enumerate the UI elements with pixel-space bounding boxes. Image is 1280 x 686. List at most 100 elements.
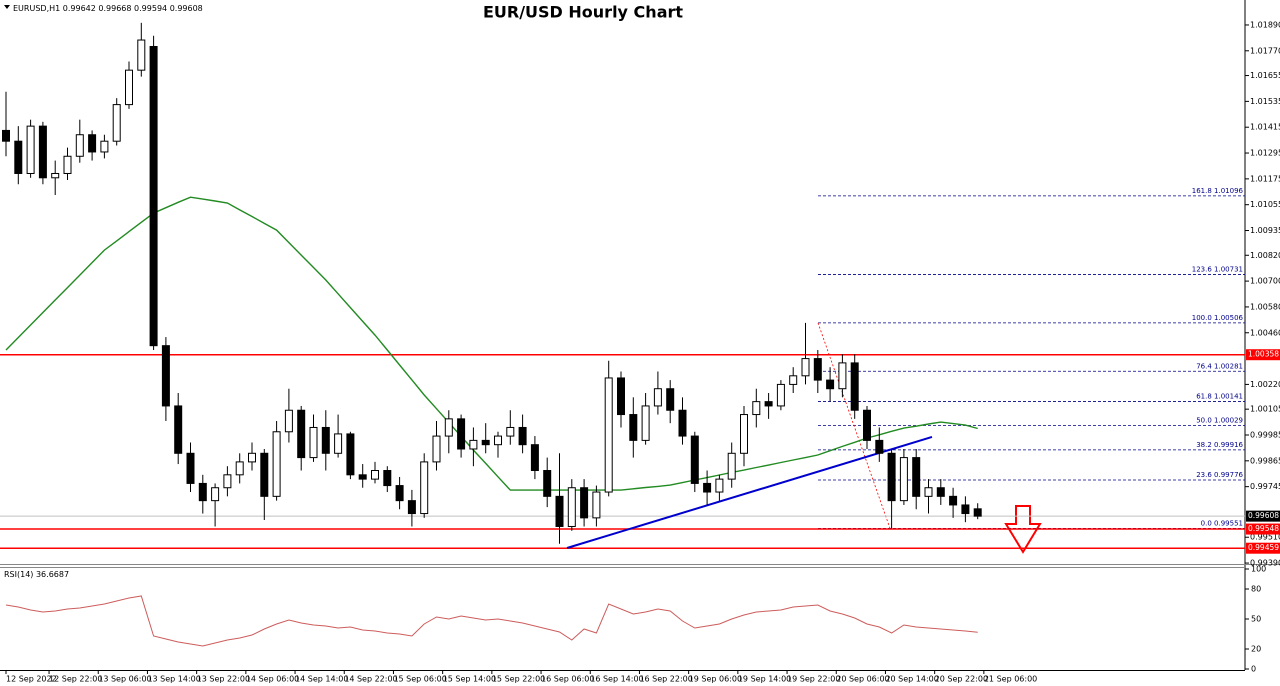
fib-ratio: 0.0 <box>1201 519 1212 527</box>
candle-body <box>740 414 748 454</box>
candle-body <box>653 388 662 407</box>
x-tick-label: 20 Sep 22:00 <box>935 675 988 684</box>
candle-body <box>334 433 343 454</box>
candle-body <box>149 45 158 347</box>
symbol-header: EURUSD,H1 0.99642 0.99668 0.99594 0.9960… <box>13 4 203 13</box>
fib-ratio: 23.6 <box>1196 471 1212 479</box>
candle-body <box>321 426 330 454</box>
y-tick-label: 1.00460 <box>1250 328 1280 337</box>
header-open: 0.99642 <box>63 4 96 13</box>
candle-body <box>38 125 47 179</box>
candle-body <box>383 470 392 487</box>
candle-body <box>161 345 170 407</box>
x-tick-label: 19 Sep 14:00 <box>738 675 791 684</box>
candle-body <box>666 388 675 411</box>
x-tick-label: 21 Sep 06:00 <box>984 675 1037 684</box>
fib-ratio: 161.8 <box>1192 187 1212 195</box>
y-tick-label: 1.01890 <box>1250 20 1280 29</box>
candle-body <box>395 485 404 502</box>
fib-ratio: 123.6 <box>1192 265 1213 273</box>
y-tick-label: 1.00580 <box>1250 302 1280 311</box>
fib-price: 0.99776 <box>1214 471 1243 479</box>
rsi-tick-label: 0 <box>1251 665 1256 674</box>
candle-body <box>912 457 921 497</box>
candle-body <box>26 125 35 174</box>
candle-body <box>506 426 515 437</box>
candle-body <box>567 487 576 527</box>
rsi-line <box>5 595 978 647</box>
x-tick-label: 14 Sep 06:00 <box>246 675 299 684</box>
x-tick-label: 14 Sep 22:00 <box>344 675 397 684</box>
candle-body <box>63 155 72 174</box>
candle-body <box>469 439 478 450</box>
fib-price: 1.01096 <box>1214 187 1243 195</box>
candle-body <box>457 418 466 450</box>
fib-label: 38.2 0.99916 <box>1196 441 1243 449</box>
header-icon <box>4 5 10 9</box>
fib-label: 123.6 1.00731 <box>1192 265 1243 273</box>
candle-body <box>75 134 84 157</box>
candle-body <box>444 418 453 437</box>
y-tick-label: 1.01175 <box>1250 174 1280 183</box>
fib-price: 1.00281 <box>1214 362 1243 370</box>
rsi-last: 36.6687 <box>36 570 69 579</box>
x-tick-label: 19 Sep 06:00 <box>689 675 742 684</box>
y-tick-label: 1.00935 <box>1250 226 1280 235</box>
candle-body <box>2 129 10 142</box>
candle-body <box>580 487 589 519</box>
y-tick-label: 0.99390 <box>1250 559 1280 568</box>
y-tick-label: 1.00220 <box>1250 380 1280 389</box>
y-tick-label: 0.99985 <box>1250 430 1280 439</box>
candle-body <box>198 482 207 502</box>
x-tick-label: 13 Sep 06:00 <box>98 675 151 684</box>
y-tick-label: 1.01055 <box>1250 200 1280 209</box>
y-tick-label: 1.01295 <box>1250 149 1280 158</box>
candle-body <box>617 377 625 416</box>
candle-body <box>309 426 318 459</box>
x-tick-label: 16 Sep 06:00 <box>541 675 594 684</box>
candle-body <box>789 375 798 385</box>
candle-body <box>358 474 367 480</box>
candle-body <box>272 431 281 497</box>
x-tick-label: 16 Sep 22:00 <box>639 675 692 684</box>
candle-body <box>297 409 306 459</box>
candle-body <box>186 452 195 484</box>
fib-ratio: 61.8 <box>1196 392 1212 400</box>
candle-body <box>211 487 220 502</box>
candle-body <box>973 508 982 517</box>
candle-body <box>235 461 244 476</box>
candle-body <box>543 470 552 497</box>
candle-body <box>346 433 355 476</box>
rsi-tick-label: 80 <box>1251 585 1261 594</box>
candle-body <box>629 414 638 441</box>
y-tick-label: 1.01415 <box>1250 123 1280 132</box>
symbol: EURUSD,H1 <box>13 4 60 13</box>
header-high: 0.99668 <box>98 4 131 13</box>
x-tick-label: 13 Sep 14:00 <box>147 675 200 684</box>
y-tick-label: 0.99865 <box>1250 456 1280 465</box>
candle-body <box>14 140 23 174</box>
fib-label: 100.0 1.00506 <box>1192 314 1244 322</box>
rsi-header: RSI(14) 36.6687 <box>4 570 69 579</box>
candle-body <box>530 444 539 472</box>
fib-ratio: 38.2 <box>1196 441 1212 449</box>
candle-body <box>51 172 60 179</box>
fib-label: 0.0 0.99551 <box>1201 519 1243 527</box>
price-tag-label: 0.99548 <box>1248 524 1279 533</box>
fib-price: 0.99551 <box>1214 519 1243 527</box>
price-tag-label: 1.00358 <box>1248 350 1279 359</box>
price-tag-label: 0.99608 <box>1248 511 1279 520</box>
x-tick-label: 20 Sep 06:00 <box>836 675 889 684</box>
x-tick-label: 20 Sep 14:00 <box>885 675 938 684</box>
candle-body <box>592 491 601 519</box>
candle-body <box>924 487 933 497</box>
candle-body <box>432 435 441 463</box>
candle-body <box>875 439 884 454</box>
fib-price: 1.00506 <box>1214 314 1243 322</box>
y-tick-label: 1.00820 <box>1250 251 1280 260</box>
candle-body <box>961 504 970 515</box>
y-tick-label: 0.99510 <box>1250 533 1280 542</box>
candle-body <box>727 452 736 480</box>
price-tag-label: 0.99459 <box>1248 543 1279 552</box>
